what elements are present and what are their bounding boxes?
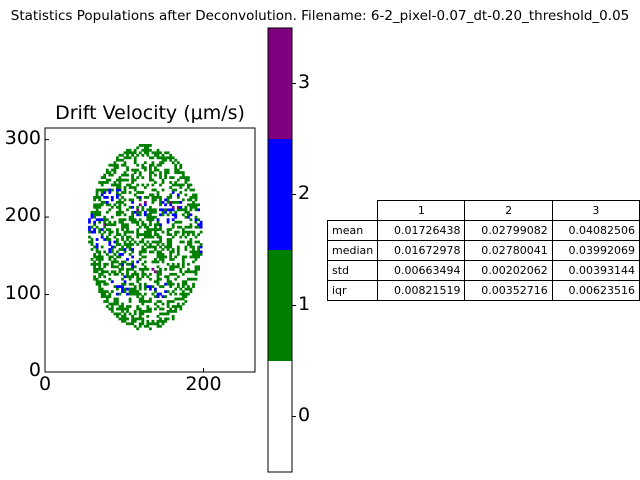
- y-tick-label: 0: [28, 359, 41, 381]
- colorbar-tick-label: 1: [298, 292, 311, 315]
- table-cell: 0.04082506: [551, 220, 640, 241]
- table-cell: 0.01672978: [377, 240, 466, 261]
- table-row-label: std: [326, 260, 379, 281]
- table-column-header: 1: [377, 200, 466, 221]
- colorbar-tick-label: 0: [298, 403, 311, 426]
- statistics-table: 1 2 3 mean 0.01726438 0.02799082 0.04082…: [326, 200, 640, 301]
- heatmap-cells: [88, 144, 203, 331]
- heatmap-frame: [44, 127, 256, 373]
- colorbar-frame: [267, 27, 293, 473]
- figure-suptitle: Statistics Populations after Deconvoluti…: [10, 8, 630, 24]
- colorbar-tick-label: 3: [298, 70, 311, 93]
- table-row: std 0.00663494 0.00202062 0.00393144: [326, 260, 640, 281]
- table-cell: 0.00663494: [377, 260, 466, 281]
- table-column-header: 3: [551, 200, 640, 221]
- table-row: median 0.01672978 0.02780041 0.03992069: [326, 240, 640, 261]
- y-tick-label: 200: [4, 204, 41, 227]
- table-header-row: 1 2 3: [328, 200, 640, 221]
- table-column-header: 2: [464, 200, 553, 221]
- colorbar-segment: [268, 250, 292, 361]
- table-row-label: iqr: [326, 280, 379, 301]
- colorbar-tick-label: 2: [298, 181, 311, 204]
- table-cell: 0.00202062: [464, 260, 553, 281]
- colorbar-segment: [268, 28, 292, 139]
- y-tick-label: 300: [4, 126, 41, 149]
- table-cell: 0.00393144: [551, 260, 640, 281]
- table-cell: 0.00352716: [464, 280, 553, 301]
- table-row-label: median: [326, 240, 379, 261]
- x-tick-label: 0: [38, 373, 52, 395]
- x-tick-label: 200: [185, 373, 222, 395]
- y-tick-label: 100: [4, 281, 41, 304]
- table-cell: 0.01726438: [377, 220, 466, 241]
- table-cell: 0.00623516: [551, 280, 640, 301]
- table-row-label: mean: [326, 220, 379, 241]
- table-cell: 0.02780041: [464, 240, 553, 261]
- colorbar-segment: [268, 139, 292, 250]
- table-corner: [328, 201, 378, 221]
- table-row: mean 0.01726438 0.02799082 0.04082506: [326, 220, 640, 241]
- table-cell: 0.00821519: [377, 280, 466, 301]
- heatmap-title: Drift Velocity (μm/s): [55, 102, 245, 124]
- table-cell: 0.02799082: [464, 220, 553, 241]
- colorbar-segment: [268, 361, 292, 472]
- table-cell: 0.03992069: [551, 240, 640, 261]
- table-row: iqr 0.00821519 0.00352716 0.00623516: [326, 280, 640, 301]
